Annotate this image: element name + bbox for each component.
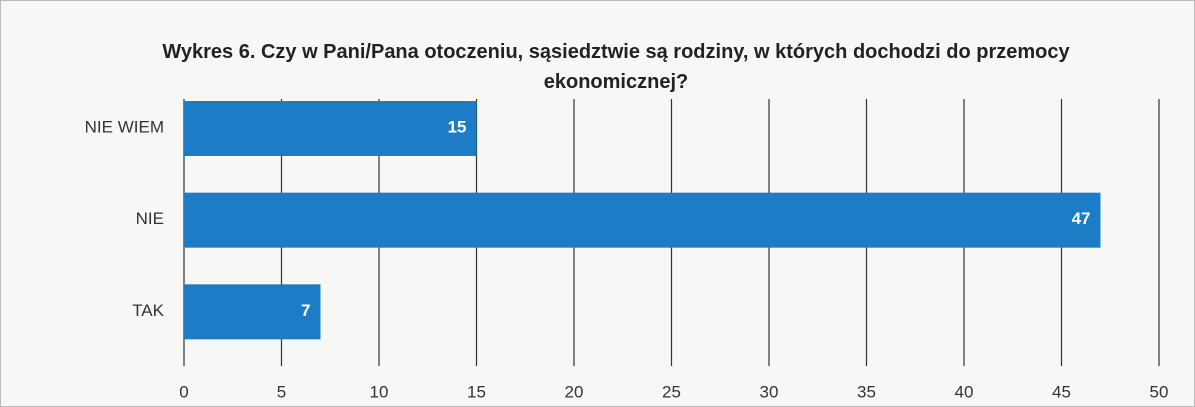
x-tick-label: 25 xyxy=(662,382,681,401)
x-tick-label: 30 xyxy=(760,382,779,401)
bar xyxy=(184,101,477,156)
y-tick-label: NIE xyxy=(136,209,164,228)
x-tick-label: 50 xyxy=(1150,382,1169,401)
data-label: 47 xyxy=(1072,209,1091,228)
x-tick-label: 0 xyxy=(179,382,188,401)
bar xyxy=(184,192,1101,248)
x-tick-label: 40 xyxy=(955,382,974,401)
x-tick-label: 35 xyxy=(857,382,876,401)
y-tick-label: NIE WIEM xyxy=(85,117,164,136)
bar xyxy=(184,284,321,340)
data-label: 15 xyxy=(448,117,467,136)
x-tick-label: 20 xyxy=(565,382,584,401)
x-tick-label: 15 xyxy=(467,382,486,401)
x-tick-label: 10 xyxy=(370,382,389,401)
y-tick-label: TAK xyxy=(132,301,164,320)
x-tick-label: 5 xyxy=(277,382,286,401)
data-label: 7 xyxy=(301,301,310,320)
chart-title: Wykres 6. Czy w Pani/Pana otoczeniu, sąs… xyxy=(162,41,1070,93)
x-tick-label: 45 xyxy=(1052,382,1071,401)
